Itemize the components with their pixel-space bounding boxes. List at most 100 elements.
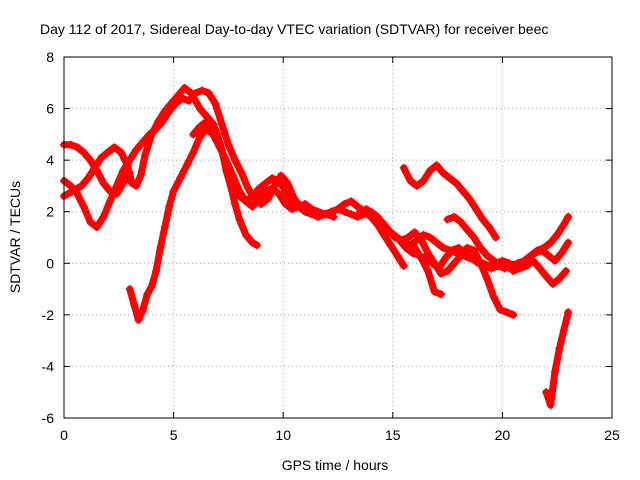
data-point — [496, 305, 505, 314]
data-point — [555, 344, 564, 353]
x-tick-label: 15 — [385, 427, 401, 443]
data-point — [430, 259, 439, 268]
data-point — [180, 83, 189, 92]
data-point — [110, 143, 119, 152]
data-point — [241, 230, 250, 239]
data-point — [145, 130, 154, 139]
x-tick-label: 5 — [170, 427, 178, 443]
data-point — [502, 308, 511, 317]
data-point — [454, 243, 463, 252]
data-point — [301, 207, 310, 216]
data-point — [485, 223, 494, 232]
data-point — [263, 194, 272, 203]
data-point — [529, 256, 538, 265]
data-point — [340, 199, 349, 208]
data-point — [230, 199, 239, 208]
data-point — [502, 261, 511, 270]
data-point — [551, 367, 560, 376]
data-point — [472, 205, 481, 214]
data-point — [79, 148, 88, 157]
data-point — [430, 287, 439, 296]
data-point — [515, 264, 524, 273]
y-tick-label: 6 — [46, 101, 54, 117]
data-point — [160, 223, 169, 232]
data-point — [228, 179, 237, 188]
data-point — [439, 243, 448, 252]
y-tick-label: 4 — [46, 152, 54, 168]
data-point — [564, 238, 573, 247]
data-point — [241, 197, 250, 206]
data-point — [404, 233, 413, 242]
data-point — [441, 254, 450, 263]
data-point — [401, 243, 410, 252]
data-point — [77, 181, 86, 190]
x-tick-label: 25 — [604, 427, 620, 443]
data-point — [544, 251, 553, 260]
data-point — [535, 264, 544, 273]
y-axis-label: SDTVAR / TECUs — [7, 181, 23, 293]
y-tick-label: 0 — [46, 255, 54, 271]
data-point — [287, 205, 296, 214]
data-point — [397, 236, 406, 245]
data-point — [268, 174, 277, 183]
data-point — [248, 238, 257, 247]
y-tick-label: 8 — [46, 49, 54, 65]
data-point — [509, 310, 518, 319]
data-point — [66, 181, 75, 190]
data-point — [355, 207, 364, 216]
data-point — [189, 148, 198, 157]
data-point — [255, 184, 264, 193]
data-point — [268, 184, 277, 193]
data-point — [410, 228, 419, 237]
data-point — [542, 272, 551, 281]
data-point — [489, 292, 498, 301]
data-point — [377, 218, 386, 227]
data-point — [559, 220, 568, 229]
data-point — [564, 308, 573, 317]
data-point — [487, 264, 496, 273]
data-point — [244, 184, 253, 193]
data-point — [189, 130, 198, 139]
data-point — [195, 104, 204, 113]
data-point — [439, 169, 448, 178]
data-point — [384, 225, 393, 234]
data-point — [320, 210, 329, 219]
data-point — [463, 225, 472, 234]
data-point — [73, 189, 82, 198]
data-point — [103, 148, 112, 157]
data-point — [533, 246, 542, 255]
data-point — [294, 202, 303, 211]
data-point — [136, 171, 145, 180]
data-point — [141, 150, 150, 159]
plot-frame — [63, 56, 613, 419]
data-point — [191, 89, 200, 98]
series-layer — [60, 83, 573, 410]
data-point — [542, 388, 551, 397]
data-point — [522, 261, 531, 270]
data-point — [447, 246, 456, 255]
data-point — [84, 174, 93, 183]
data-point — [553, 230, 562, 239]
data-point — [489, 256, 498, 265]
data-point — [426, 233, 435, 242]
data-point — [248, 202, 257, 211]
data-point — [127, 179, 136, 188]
data-point — [483, 274, 492, 283]
data-point — [79, 202, 88, 211]
data-point — [437, 290, 446, 299]
data-point — [452, 179, 461, 188]
data-point — [99, 212, 108, 221]
data-point — [132, 145, 141, 154]
data-point — [283, 179, 292, 188]
data-point — [426, 166, 435, 175]
data-point — [97, 153, 106, 162]
series-track-3 — [60, 87, 338, 231]
data-point — [347, 210, 356, 219]
data-point — [130, 300, 139, 309]
data-point — [106, 197, 115, 206]
data-point — [445, 174, 454, 183]
grid-layer — [64, 57, 612, 418]
data-point — [176, 174, 185, 183]
data-point — [217, 120, 226, 129]
